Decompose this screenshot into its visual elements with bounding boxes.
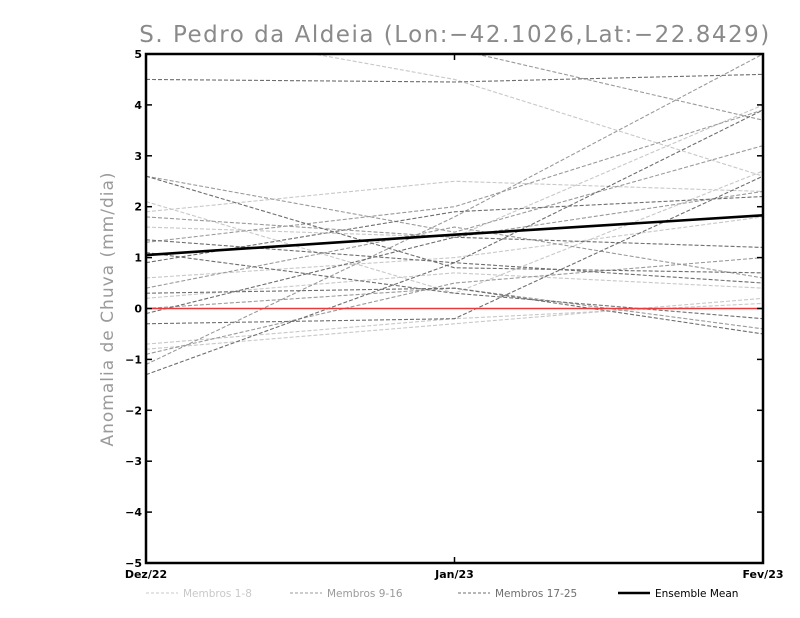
y-tick-label: −1 bbox=[125, 353, 142, 366]
member-line-m25 bbox=[146, 251, 763, 320]
member-line-m11 bbox=[146, 109, 763, 243]
x-tick-label: Dez/22 bbox=[125, 568, 167, 581]
y-tick-label: 4 bbox=[134, 99, 142, 112]
member-line-m3 bbox=[146, 216, 763, 279]
member-line-m7 bbox=[146, 272, 763, 299]
legend-label: Membros 9-16 bbox=[327, 588, 403, 600]
legend-label: Ensemble Mean bbox=[655, 588, 738, 600]
y-tick-label: 1 bbox=[134, 252, 142, 265]
y-tick-label: 3 bbox=[134, 150, 142, 163]
member-line-m20 bbox=[146, 109, 763, 376]
y-tick-label: 0 bbox=[134, 303, 142, 316]
member-line-m17 bbox=[146, 73, 763, 83]
member-line-m18 bbox=[146, 175, 763, 274]
y-tick-label: −4 bbox=[125, 506, 142, 519]
x-tick-label: Fev/23 bbox=[742, 568, 783, 581]
ensemble-mean-layer bbox=[146, 214, 763, 257]
member-line-m12 bbox=[146, 226, 763, 289]
y-tick-label: −2 bbox=[125, 404, 142, 417]
y-tick-label: −3 bbox=[125, 455, 142, 468]
member-line-m4 bbox=[146, 170, 763, 294]
legend-label: Membros 17-25 bbox=[495, 588, 577, 600]
member-line-m10 bbox=[146, 257, 763, 355]
chart-title: S. Pedro da Aldeia (Lon:−42.1026,Lat:−22… bbox=[139, 22, 771, 48]
member-line-m23 bbox=[146, 236, 763, 315]
member-line-m24 bbox=[146, 287, 763, 335]
y-tick-label: −5 bbox=[125, 557, 142, 570]
y-tick-label: 5 bbox=[134, 48, 142, 61]
y-axis-ticks: −5 −4 −3 −2 −1 0 1 2 3 4 5 bbox=[125, 48, 763, 570]
y-axis-label: Anomalia de Chuva (mm/dia) bbox=[98, 171, 118, 446]
member-line-m1 bbox=[146, 180, 763, 213]
member-line-m21 bbox=[146, 195, 763, 264]
x-axis-ticks: Dez/22 Jan/23 Fev/23 bbox=[125, 54, 784, 581]
legend: Membros 1-8 Membros 9-16 Membros 17-25 Ense… bbox=[146, 588, 738, 600]
series-layer bbox=[146, 54, 763, 376]
member-line-m16 bbox=[474, 54, 763, 121]
x-tick-label: Jan/23 bbox=[434, 568, 474, 581]
member-line-m14 bbox=[146, 190, 763, 238]
member-line-m2 bbox=[146, 297, 763, 350]
y-tick-label: 2 bbox=[134, 201, 142, 214]
member-line-m22 bbox=[146, 175, 763, 325]
member-line-m9 bbox=[146, 145, 763, 233]
member-line-m6 bbox=[311, 54, 763, 177]
legend-label: Membros 1-8 bbox=[183, 588, 252, 600]
ensemble-mean-line bbox=[146, 214, 763, 257]
